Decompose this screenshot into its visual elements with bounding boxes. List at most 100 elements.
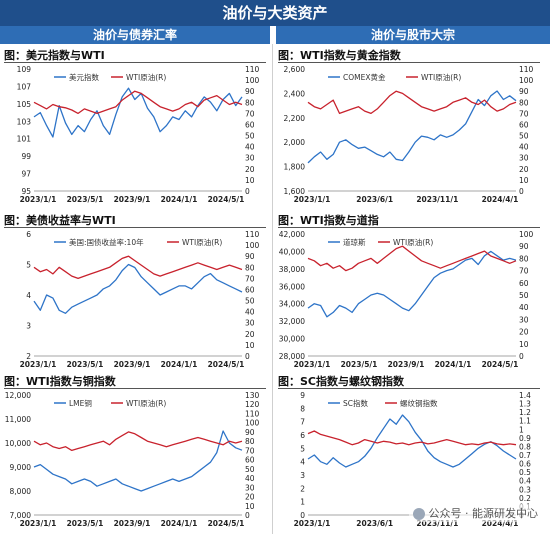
left-axis-tick: 32,000 <box>279 317 305 326</box>
left-axis-tick: 2,200 <box>284 114 306 123</box>
right-axis-tick: 100 <box>245 419 260 428</box>
right-axis-tick: 50 <box>245 132 255 141</box>
legend-entry: LME铜 <box>69 398 92 408</box>
right-axis-tick: 90 <box>519 242 529 251</box>
right-axis-tick: 100 <box>519 76 534 85</box>
left-axis-tick: 3 <box>26 322 31 331</box>
chart-panel-ust-wti: 图：美债收益率与WTI 2 3 4 5 6 0 10 20 30 40 50 60 70 80 90 100 1… <box>4 212 270 372</box>
legend-entry: 美国:国债收益率:10年 <box>69 237 144 247</box>
right-axis-tick: 0 <box>519 352 524 361</box>
chart-svg: 28,000 30,000 32,000 34,000 36,000 38,000 40,0… <box>279 230 534 369</box>
right-axis-tick: 0.4 <box>519 477 531 486</box>
x-axis-tick: 2023/1/1 <box>20 360 57 369</box>
right-axis-tick: 60 <box>245 456 255 465</box>
x-axis-tick: 2023/1/1 <box>20 195 57 204</box>
left-axis-tick: 7 <box>300 418 305 427</box>
left-axis-tick: 38,000 <box>279 265 305 274</box>
left-axis-tick: 2,000 <box>284 138 306 147</box>
right-axis-tick: 10 <box>245 176 255 185</box>
left-axis-tick: 11,000 <box>5 415 31 424</box>
series-line <box>33 87 243 138</box>
right-axis-tick: 80 <box>519 254 529 263</box>
x-axis-tick: 2023/6/1 <box>356 195 393 204</box>
left-axis-tick: 4 <box>300 458 305 467</box>
x-axis-tick: 2023/6/1 <box>356 519 393 528</box>
left-axis-tick: 101 <box>17 135 32 144</box>
legend-entry: 道琼斯 <box>343 237 366 247</box>
right-axis-tick: 110 <box>245 65 260 74</box>
right-axis-tick: 90 <box>245 252 255 261</box>
wechat-icon <box>412 508 425 520</box>
right-axis-tick: 70 <box>245 274 255 283</box>
left-axis-tick: 1 <box>300 498 305 507</box>
right-axis-tick: 100 <box>519 230 534 239</box>
right-axis-tick: 130 <box>245 391 260 400</box>
right-axis-tick: 60 <box>245 285 255 294</box>
left-axis-tick: 28,000 <box>279 352 305 361</box>
right-axis-tick: 1.2 <box>519 408 531 417</box>
left-axis-tick: 2,400 <box>284 89 306 98</box>
right-axis-tick: 0 <box>519 187 524 196</box>
left-axis-tick: 9,000 <box>10 463 32 472</box>
right-axis-tick: 1.4 <box>519 391 531 400</box>
right-axis-tick: 40 <box>519 143 529 152</box>
legend-entry: WTI原油(R) <box>393 237 433 247</box>
right-axis-tick: 30 <box>519 315 529 324</box>
chart-title: 图：WTI指数与铜指数 <box>4 375 266 389</box>
right-axis-tick: 70 <box>519 109 529 118</box>
legend-entry: WTI原油(R) <box>126 398 166 408</box>
right-axis-tick: 20 <box>245 165 255 174</box>
right-axis-tick: 1 <box>519 425 524 434</box>
left-axis-tick: 40,000 <box>279 247 305 256</box>
x-axis-tick: 2024/5/1 <box>208 360 245 369</box>
chart-svg: 012345678900.10.20.30.40.50.60.70.80.911… <box>294 391 532 528</box>
right-axis-tick: 1.1 <box>519 417 531 426</box>
left-axis-tick: 10,000 <box>5 439 31 448</box>
left-axis-tick: 1,600 <box>284 187 306 196</box>
left-axis-tick: 2 <box>300 484 305 493</box>
legend-entry: WTI原油(R) <box>126 72 166 82</box>
left-axis-tick: 36,000 <box>279 282 305 291</box>
series-line <box>307 245 517 272</box>
x-axis-tick: 2023/1/1 <box>294 360 331 369</box>
right-axis-tick: 0.9 <box>519 434 531 443</box>
left-axis-tick: 6 <box>26 230 31 239</box>
left-axis-tick: 34,000 <box>279 300 305 309</box>
chart-title: 图：SC指数与螺纹钢指数 <box>278 375 540 389</box>
left-axis-tick: 5 <box>26 261 31 270</box>
right-axis-tick: 0 <box>245 511 250 520</box>
section-stocks-commodities: 油价与股市大宗 <box>276 26 550 44</box>
x-axis-tick: 2024/4/1 <box>482 519 519 528</box>
left-axis-tick: 7,000 <box>10 511 32 520</box>
x-axis-tick: 2023/11/1 <box>416 519 458 528</box>
watermark: 公众号 · 能源研发中心 <box>408 504 542 522</box>
page-banner: 油价与大类资产 <box>0 0 550 26</box>
left-axis-tick: 4 <box>26 291 31 300</box>
right-axis-tick: 50 <box>245 465 255 474</box>
section-bonds-fx: 油价与债券汇率 <box>0 26 270 44</box>
right-axis-tick: 120 <box>245 400 260 409</box>
right-axis-tick: 110 <box>245 409 260 418</box>
legend-entry: 螺纹钢指数 <box>400 398 438 408</box>
column-divider <box>272 44 273 534</box>
legend-entry: COMEX黄金 <box>343 72 386 82</box>
chart-panel-dxy-wti: 图：美元指数与WTI 95 97 99 101 103 105 107 109 0 10 20 30 4… <box>4 47 270 207</box>
right-axis-tick: 20 <box>245 330 255 339</box>
left-axis-tick: 99 <box>21 152 31 161</box>
series-line <box>33 255 243 280</box>
right-axis-tick: 90 <box>519 87 529 96</box>
right-axis-tick: 0.2 <box>519 494 531 503</box>
right-axis-tick: 110 <box>519 65 534 74</box>
series-line <box>33 263 243 314</box>
left-axis-tick: 103 <box>17 117 32 126</box>
x-axis-tick: 2024/5/1 <box>482 360 519 369</box>
chart-panel-wti-copper: 图：WTI指数与铜指数 7,000 8,000 9,000 10,000 11,000 1… <box>4 373 270 531</box>
right-axis-tick: 80 <box>245 437 255 446</box>
right-axis-tick: 20 <box>519 165 529 174</box>
chart-title: 图：美元指数与WTI <box>4 49 266 63</box>
right-axis-tick: 90 <box>245 87 255 96</box>
x-axis-tick: 2023/1/1 <box>294 195 331 204</box>
legend-entry: SC指数 <box>343 398 368 408</box>
right-axis-tick: 90 <box>245 428 255 437</box>
